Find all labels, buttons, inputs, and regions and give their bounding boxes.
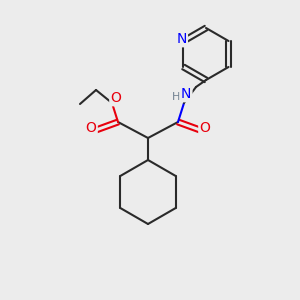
Text: N: N (176, 32, 187, 46)
Text: N: N (181, 87, 191, 101)
Text: O: O (111, 91, 122, 105)
Text: O: O (85, 121, 96, 135)
Text: O: O (200, 121, 210, 135)
Text: H: H (172, 92, 180, 102)
